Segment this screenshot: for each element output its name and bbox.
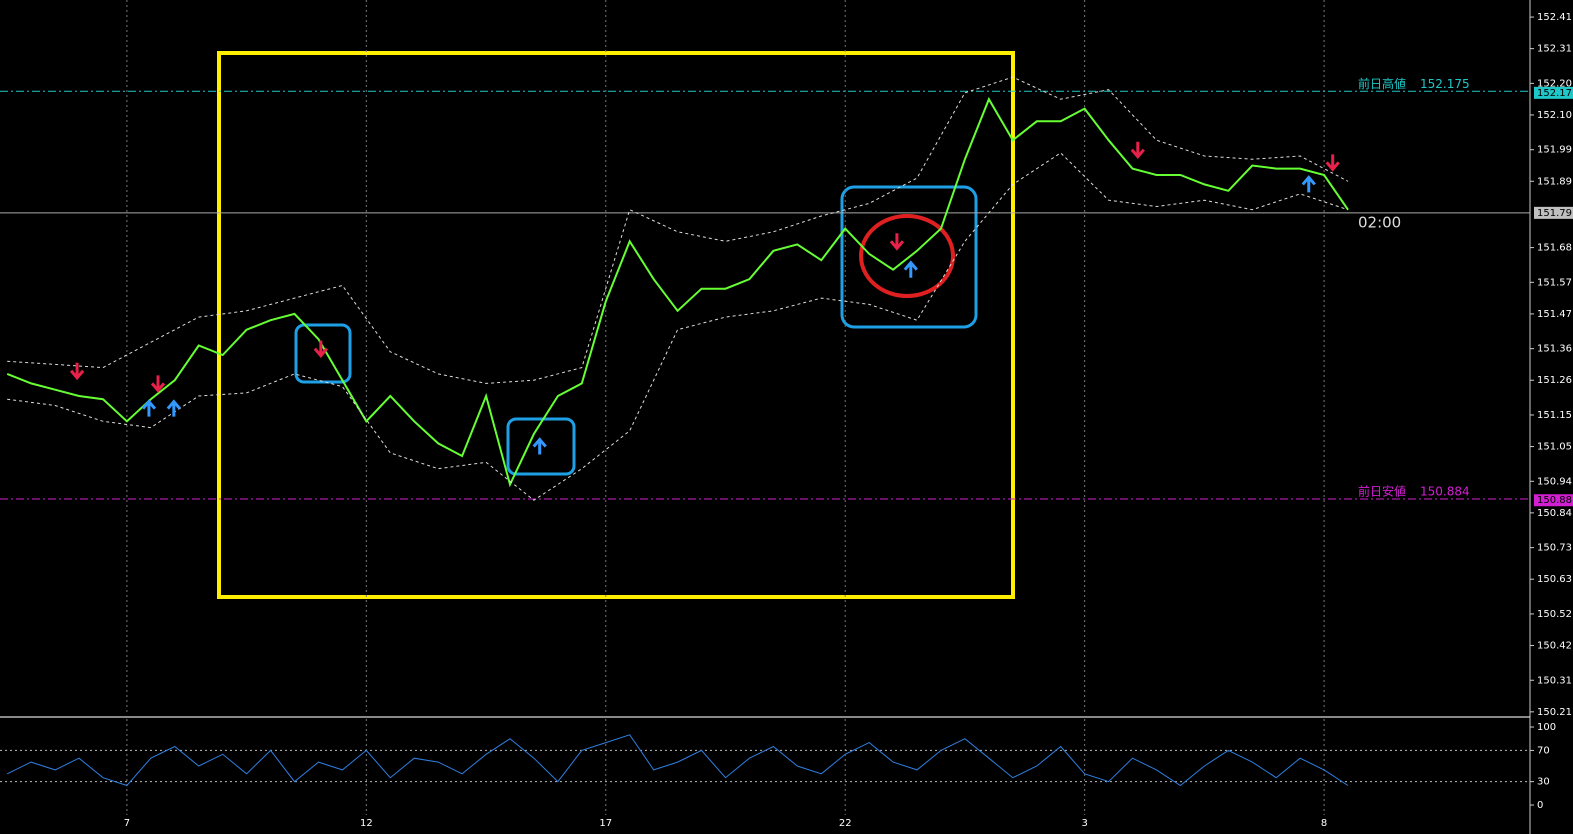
y-tick-label: 150.84 [1537, 508, 1572, 519]
series-line [7, 152, 1349, 501]
level-value: 150.884 [1420, 484, 1470, 498]
y-tick-label: 151.57 [1537, 277, 1572, 288]
signal-arrow [69, 362, 85, 381]
y-tick-label: 100 [1537, 722, 1556, 733]
x-tick-label: 17 [599, 818, 612, 829]
price-tag-label: 151.79 [1537, 208, 1572, 219]
y-tick-label: 151.15 [1537, 410, 1572, 421]
y-tick-label: 151.05 [1537, 442, 1572, 453]
y-tick-label: 151.89 [1537, 176, 1572, 187]
y-tick-label: 150.63 [1537, 574, 1572, 585]
y-tick-label: 152.31 [1537, 44, 1572, 55]
y-tick-label: 152.10 [1537, 110, 1572, 121]
y-tick-label: 150.73 [1537, 543, 1572, 554]
signal-box [506, 417, 576, 476]
y-tick-label: 150.31 [1537, 675, 1572, 686]
y-tick-label: 152.41 [1537, 12, 1572, 23]
signal-circle [859, 214, 955, 298]
x-tick-label: 8 [1321, 818, 1327, 829]
series-line [6, 734, 1349, 787]
y-tick-label: 151.47 [1537, 309, 1572, 320]
signal-arrow [532, 437, 547, 455]
signal-arrow [1301, 175, 1316, 193]
level-name: 前日高値 [1358, 76, 1406, 91]
signal-arrow [889, 233, 905, 251]
y-tick-label: 150.21 [1537, 707, 1572, 718]
y-tick-label: 151.36 [1537, 344, 1572, 355]
signal-box [840, 185, 978, 329]
highlight-box [217, 51, 1015, 599]
signal-arrow [141, 399, 157, 417]
y-tick-label: 150.94 [1537, 476, 1572, 487]
y-tick-label: 0 [1537, 800, 1543, 811]
price-tag [1534, 494, 1573, 507]
y-tick-label: 151.26 [1537, 375, 1572, 386]
y-tick-label: 151.99 [1537, 145, 1572, 156]
price-tag-label: 150.88 [1537, 495, 1572, 506]
y-tick-label: 150.42 [1537, 641, 1572, 652]
price-tag [1534, 86, 1573, 99]
countdown: 02:00 [1358, 213, 1401, 231]
y-tick-label: 70 [1537, 745, 1550, 756]
y-tick-label: 151.68 [1537, 243, 1572, 254]
x-tick-label: 22 [839, 818, 852, 829]
signal-arrow [150, 375, 166, 393]
signal-box [294, 323, 352, 384]
level-name: 前日安値 [1358, 483, 1406, 498]
price-tag-label: 152.17 [1537, 88, 1572, 99]
level-value: 152.175 [1420, 77, 1470, 91]
y-tick-label: 30 [1537, 777, 1550, 788]
series-line [6, 96, 1349, 488]
signal-arrow [1325, 154, 1340, 172]
x-tick-label: 7 [124, 818, 130, 829]
signal-arrow [903, 260, 918, 278]
signal-arrow [166, 399, 181, 417]
y-tick-label: 150.52 [1537, 609, 1572, 620]
series-line [7, 76, 1349, 384]
price-tag [1534, 206, 1573, 219]
signal-arrow [1130, 141, 1145, 159]
y-tick-label: 152.20 [1537, 78, 1572, 89]
x-tick-label: 12 [360, 818, 373, 829]
signal-arrow [313, 340, 328, 358]
x-tick-label: 3 [1081, 818, 1087, 829]
